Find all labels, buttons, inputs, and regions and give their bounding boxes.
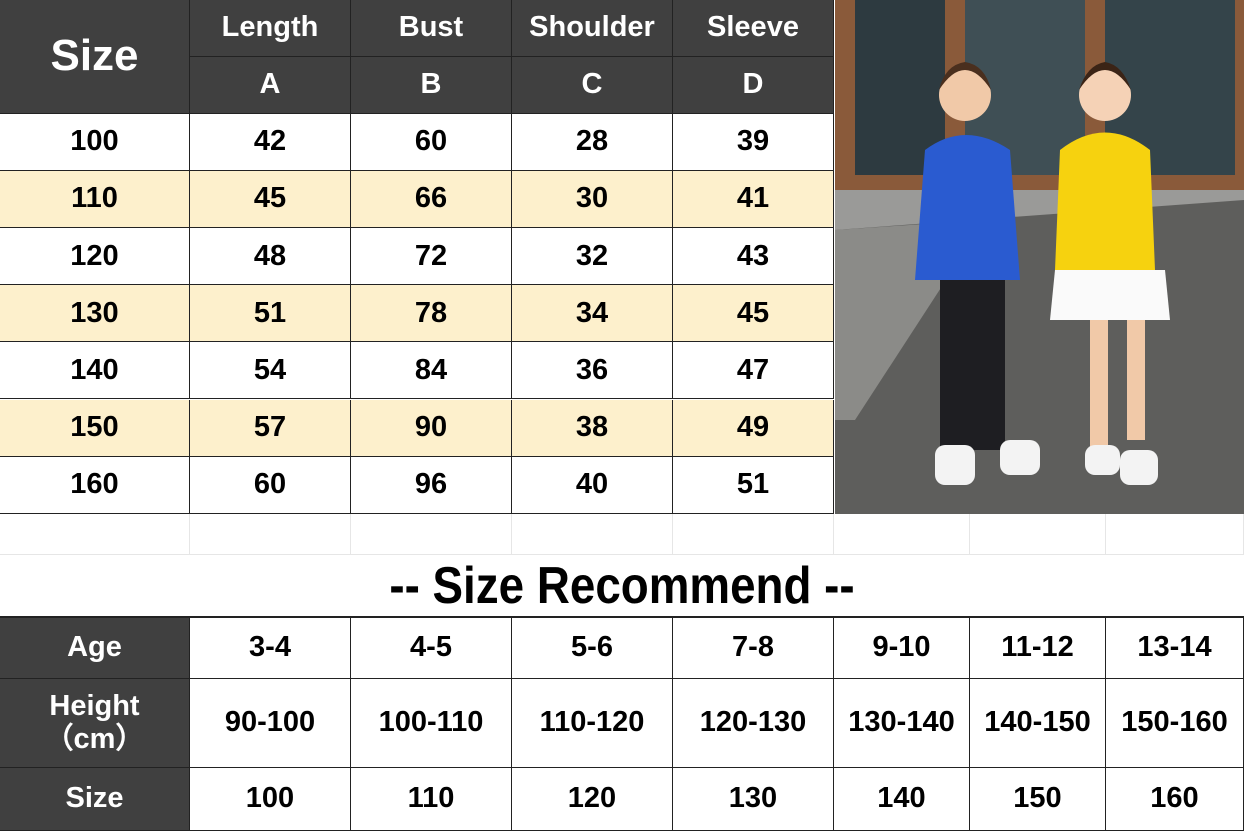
measurement-cell: 39 bbox=[673, 114, 834, 171]
height-cell: 90-100 bbox=[190, 679, 351, 768]
age-cell: 13-14 bbox=[1106, 617, 1244, 679]
size-cell: 150 bbox=[970, 768, 1106, 831]
measurement-cell: 32 bbox=[512, 228, 673, 286]
measurement-cell: 47 bbox=[673, 342, 834, 400]
column-code: A bbox=[190, 57, 351, 114]
measurement-cell: 66 bbox=[351, 171, 512, 229]
measurement-cell: 60 bbox=[190, 456, 351, 514]
age-cell: 11-12 bbox=[970, 617, 1106, 679]
blank-grid-cell bbox=[834, 514, 970, 555]
size-header: Size bbox=[0, 0, 190, 114]
kids-photo-illustration bbox=[835, 0, 1244, 514]
blank-grid-cell bbox=[190, 514, 351, 555]
measurement-cell: 51 bbox=[190, 285, 351, 343]
size-recommend-title: -- Size Recommend -- bbox=[389, 557, 855, 615]
age-cell: 3-4 bbox=[190, 617, 351, 679]
size-cell: 140 bbox=[0, 342, 190, 400]
column-code: B bbox=[351, 57, 512, 114]
blank-grid-cell bbox=[512, 514, 673, 555]
column-header: Shoulder bbox=[512, 0, 673, 57]
size-cell: 130 bbox=[673, 768, 834, 831]
size-cell: 100 bbox=[0, 114, 190, 171]
height-cell: 150-160 bbox=[1106, 679, 1244, 768]
size-cell: 110 bbox=[351, 768, 512, 831]
product-photo bbox=[835, 0, 1244, 514]
size-cell: 130 bbox=[0, 285, 190, 343]
measurement-cell: 43 bbox=[673, 228, 834, 286]
divider bbox=[0, 616, 1244, 618]
height-cell: 130-140 bbox=[834, 679, 970, 768]
measurement-cell: 34 bbox=[512, 285, 673, 343]
height-cell: 120-130 bbox=[673, 679, 834, 768]
blank-grid-cell bbox=[0, 514, 190, 555]
size-cell: 160 bbox=[0, 456, 190, 514]
size-cell: 140 bbox=[834, 768, 970, 831]
age-cell: 9-10 bbox=[834, 617, 970, 679]
measurement-cell: 49 bbox=[673, 399, 834, 457]
size-cell: 120 bbox=[512, 768, 673, 831]
blank-grid-cell bbox=[1106, 514, 1244, 555]
measurement-cell: 51 bbox=[673, 456, 834, 514]
measurement-cell: 90 bbox=[351, 399, 512, 457]
height-cell: 100-110 bbox=[351, 679, 512, 768]
size-cell: 120 bbox=[0, 228, 190, 286]
measurement-cell: 36 bbox=[512, 342, 673, 400]
age-label: Age bbox=[0, 617, 190, 679]
age-cell: 4-5 bbox=[351, 617, 512, 679]
measurement-cell: 42 bbox=[190, 114, 351, 171]
column-header: Sleeve bbox=[673, 0, 834, 57]
size-cell: 110 bbox=[0, 171, 190, 229]
measurement-cell: 60 bbox=[351, 114, 512, 171]
measurement-cell: 38 bbox=[512, 399, 673, 457]
size-cell: 160 bbox=[1106, 768, 1244, 831]
measurement-cell: 41 bbox=[673, 171, 834, 229]
measurement-cell: 54 bbox=[190, 342, 351, 400]
measurement-cell: 84 bbox=[351, 342, 512, 400]
column-code: C bbox=[512, 57, 673, 114]
measurement-cell: 57 bbox=[190, 399, 351, 457]
measurement-cell: 40 bbox=[512, 456, 673, 514]
measurement-cell: 30 bbox=[512, 171, 673, 229]
measurement-cell: 45 bbox=[673, 285, 834, 343]
column-header: Bust bbox=[351, 0, 512, 57]
measurement-cell: 72 bbox=[351, 228, 512, 286]
size-cell: 100 bbox=[190, 768, 351, 831]
size-cell: 150 bbox=[0, 399, 190, 457]
age-cell: 7-8 bbox=[673, 617, 834, 679]
column-header: Length bbox=[190, 0, 351, 57]
size-label: Size bbox=[0, 768, 190, 831]
measurement-cell: 45 bbox=[190, 171, 351, 229]
measurement-cell: 28 bbox=[512, 114, 673, 171]
blank-grid-cell bbox=[351, 514, 512, 555]
measurement-cell: 78 bbox=[351, 285, 512, 343]
height-label: Height （cm） bbox=[0, 679, 190, 768]
blank-grid-cell bbox=[673, 514, 834, 555]
blank-grid-cell bbox=[970, 514, 1106, 555]
age-cell: 5-6 bbox=[512, 617, 673, 679]
height-cell: 110-120 bbox=[512, 679, 673, 768]
height-cell: 140-150 bbox=[970, 679, 1106, 768]
measurement-cell: 96 bbox=[351, 456, 512, 514]
column-code: D bbox=[673, 57, 834, 114]
measurement-cell: 48 bbox=[190, 228, 351, 286]
